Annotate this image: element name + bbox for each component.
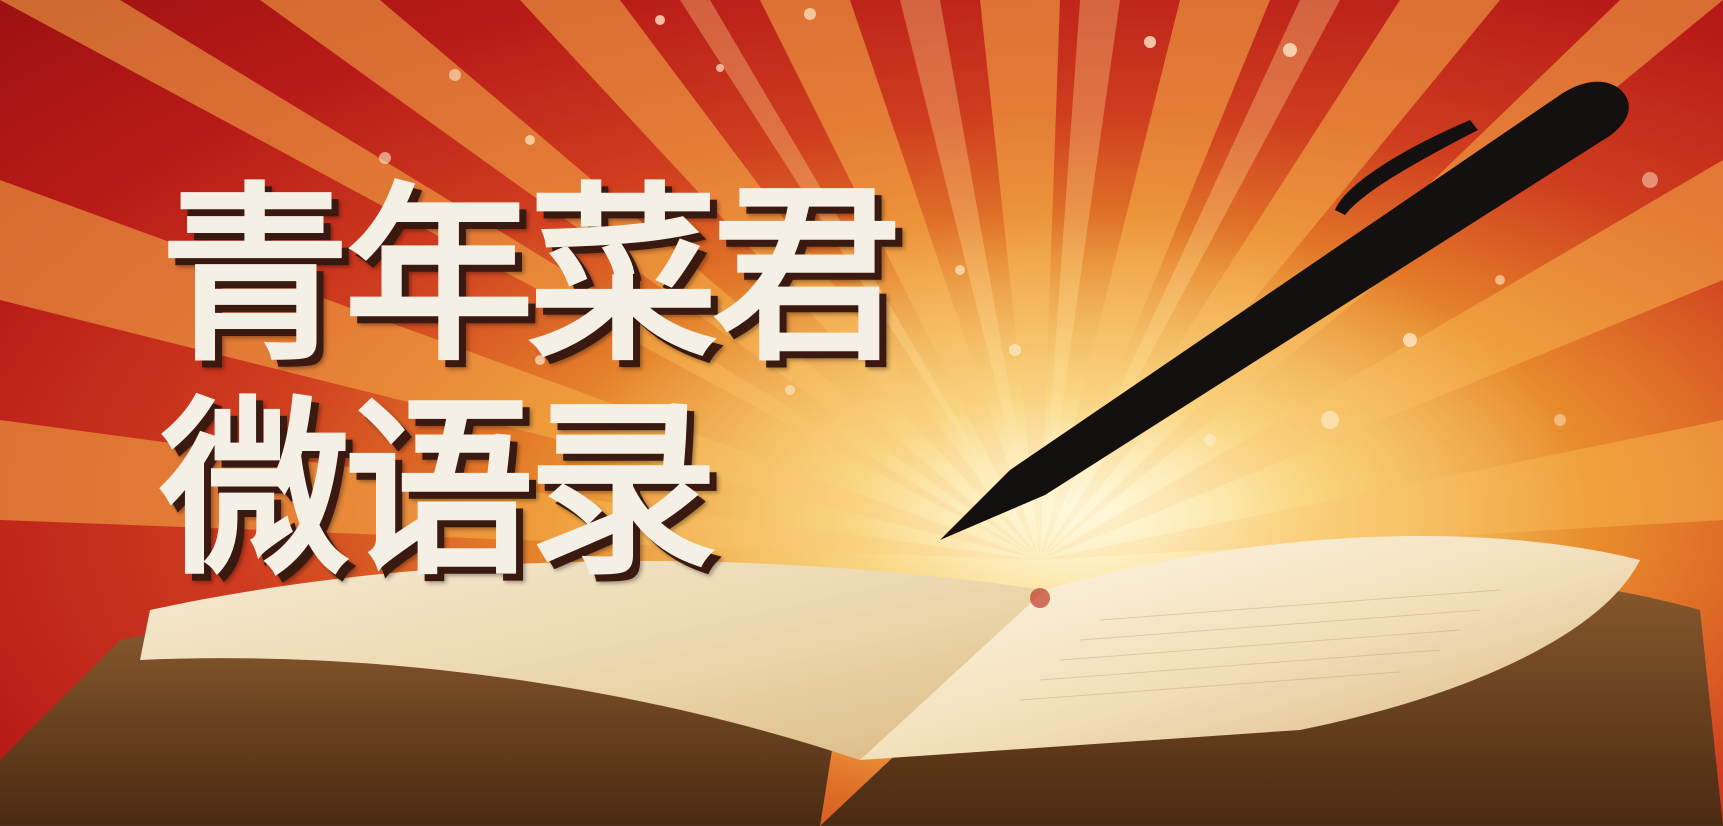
title-line-2: 微语录 <box>160 380 718 601</box>
title-line-1: 青年菜君 <box>160 166 902 387</box>
title-block: 青年菜君 微语录 <box>160 170 1060 598</box>
